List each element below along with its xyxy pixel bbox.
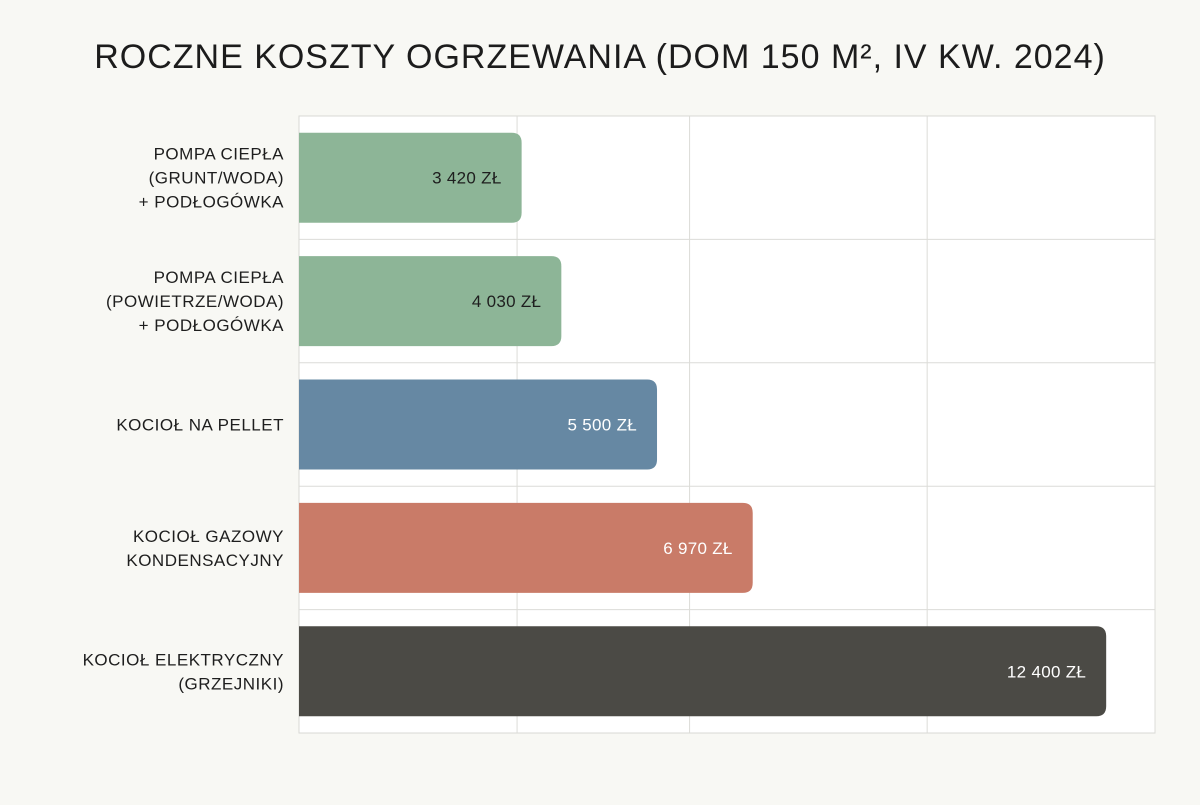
category-label: POMPA CIEPŁA (POWIETRZE/WODA) + PODŁOGÓWKA	[106, 268, 284, 335]
bar	[299, 379, 658, 470]
bar-value-label: 5 500 ZŁ	[568, 416, 638, 435]
category-label-line: + PODŁOGÓWKA	[139, 193, 284, 212]
category-label: KOCIOŁ ELEKTRYCZNY (GRZEJNIKI)	[83, 650, 284, 693]
category-label-line: POMPA CIEPŁA	[154, 268, 285, 287]
bar-value-label: 4 030 ZŁ	[472, 292, 542, 311]
category-label: KOCIOŁ GAZOWY KONDENSACYJNY	[126, 527, 284, 570]
category-label-line: (GRZEJNIKI)	[178, 674, 284, 693]
category-label-line: KOCIOŁ ELEKTRYCZNY	[83, 650, 284, 669]
bar	[299, 502, 753, 593]
chart-title: ROCZNE KOSZTY OGRZEWANIA (DOM 150 M², IV…	[94, 38, 1106, 76]
bar	[299, 626, 1107, 717]
category-label-line: (POWIETRZE/WODA)	[106, 292, 284, 311]
category-label-line: KONDENSACYJNY	[126, 551, 284, 570]
bar-value-label: 6 970 ZŁ	[663, 539, 733, 558]
category-label-line: KOCIOŁ NA PELLET	[116, 416, 284, 435]
bar-value-label: 3 420 ZŁ	[432, 169, 502, 188]
category-label-line: KOCIOŁ GAZOWY	[133, 527, 284, 546]
bar	[299, 132, 522, 223]
category-label: KOCIOŁ NA PELLET	[116, 416, 284, 435]
category-label-line: (GRUNT/WODA)	[149, 169, 284, 188]
category-label-line: + PODŁOGÓWKA	[139, 316, 284, 335]
bar	[299, 256, 562, 347]
category-label: POMPA CIEPŁA (GRUNT/WODA) + PODŁOGÓWKA	[139, 145, 284, 212]
bar-value-label: 12 400 ZŁ	[1007, 662, 1086, 681]
category-label-line: POMPA CIEPŁA	[154, 145, 285, 164]
